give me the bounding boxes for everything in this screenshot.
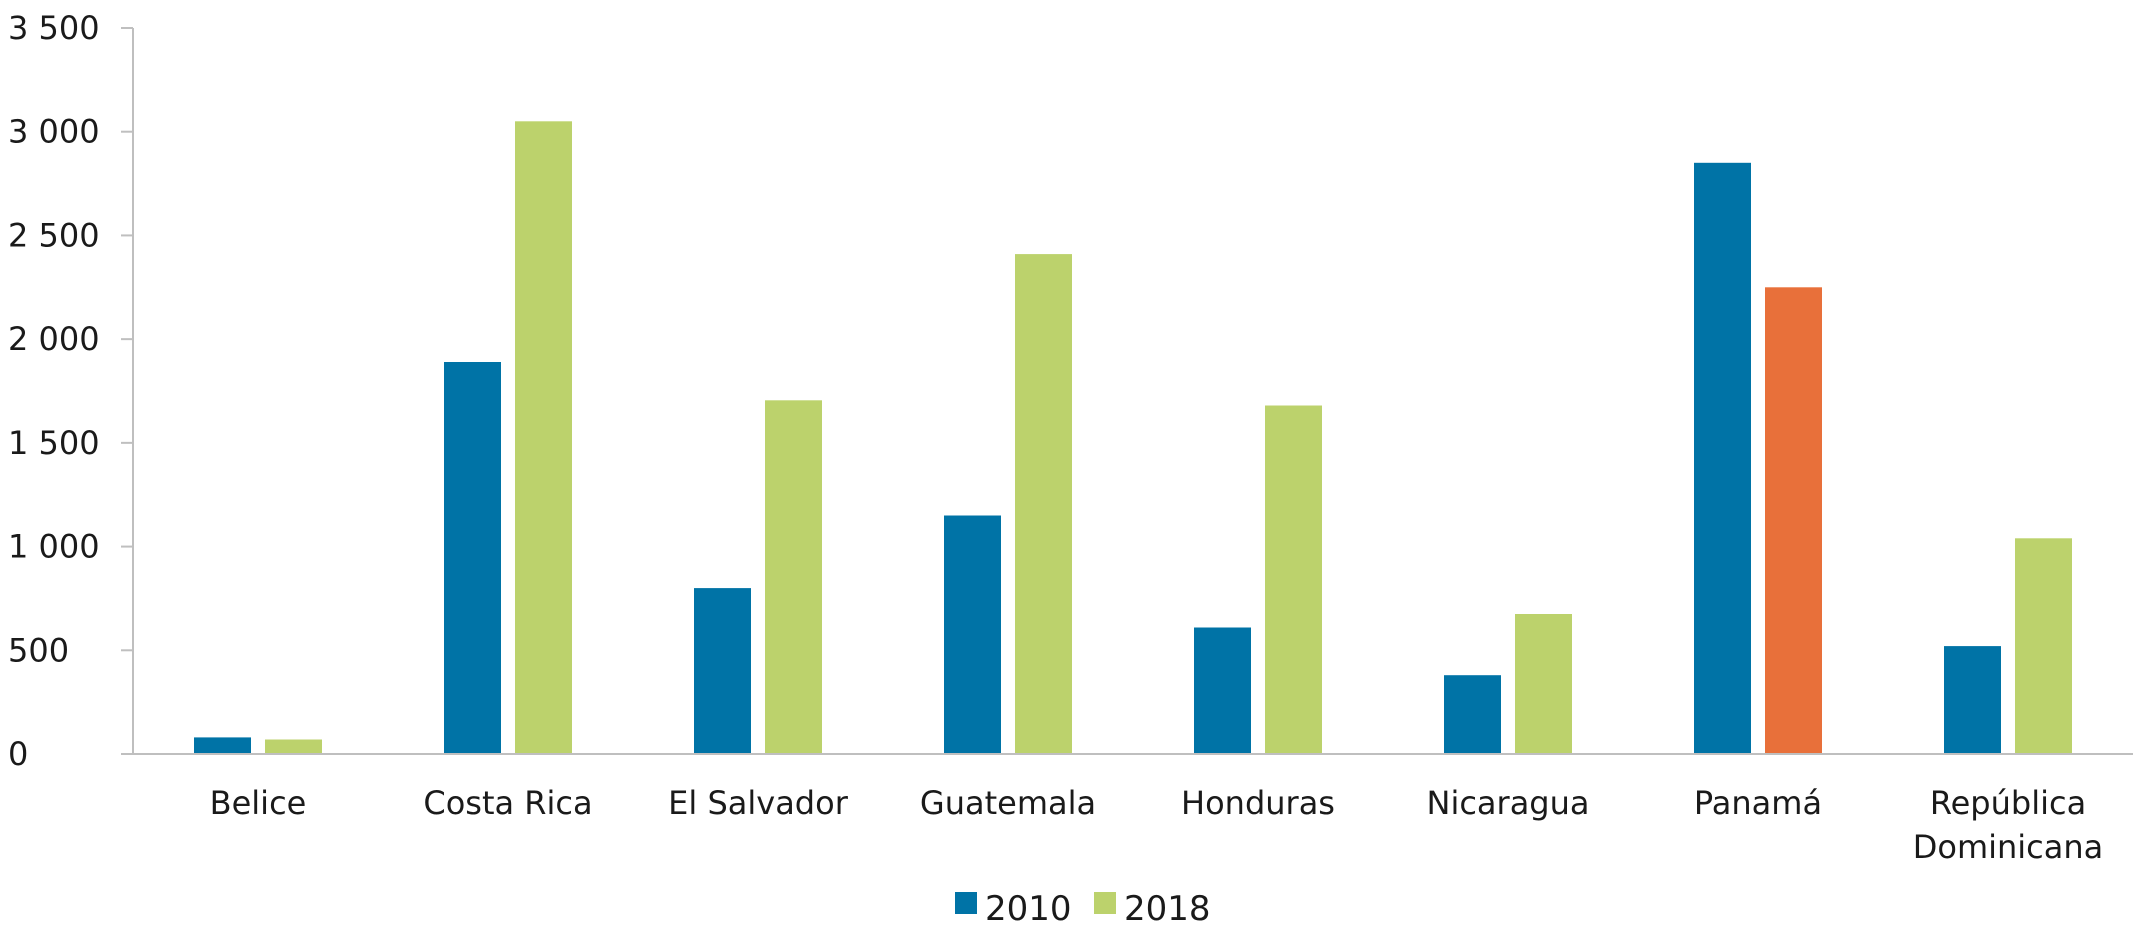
x-axis: Belice Costa Rica El Salvador Guatemala Hond… (133, 753, 2133, 866)
bar-2018-6 (1765, 287, 1822, 754)
bar-2018-0 (265, 739, 322, 754)
y-tick-label: 1 000 (8, 528, 100, 566)
bars (194, 121, 2072, 755)
y-tick-label: 3 000 (8, 113, 100, 151)
bar-2018-4 (1265, 405, 1322, 754)
bar-2010-0 (194, 737, 251, 754)
bar-2010-7 (1944, 646, 2001, 754)
y-tick-label: 2 500 (8, 216, 100, 254)
legend: 2010 2018 (955, 889, 1211, 929)
bar-2018-3 (1015, 254, 1072, 754)
bar-2018-5 (1515, 614, 1572, 754)
x-category-label: El Salvador (668, 784, 849, 822)
bar-2018-7 (2015, 538, 2072, 754)
legend-swatch-2010 (955, 892, 977, 914)
x-category-label: Costa Rica (423, 784, 592, 822)
bar-2010-6 (1694, 162, 1751, 755)
x-category-label: Guatemala (920, 784, 1096, 822)
y-tick-label: 3 500 (8, 9, 100, 47)
legend-label: 2018 (1124, 889, 1211, 929)
bar-2010-3 (944, 515, 1001, 754)
y-tick-label: 0 (8, 735, 28, 773)
y-tick-label: 2 000 (8, 320, 100, 358)
bar-2010-4 (1194, 627, 1251, 754)
legend-label: 2010 (985, 889, 1072, 929)
x-category-label: Panamá (1694, 784, 1822, 822)
x-category-label: Belice (210, 784, 307, 822)
x-category-label: Honduras (1181, 784, 1335, 822)
bar-2010-5 (1444, 675, 1501, 754)
bar-2010-2 (694, 588, 751, 754)
y-tick-label: 1 500 (8, 424, 100, 462)
bar-2018-2 (765, 400, 822, 754)
bar-2010-1 (444, 362, 501, 754)
x-category-label: Dominicana (1913, 828, 2104, 866)
x-category-label: Nicaragua (1427, 784, 1590, 822)
y-axis: 0 500 1 000 1 500 2 000 2 500 3 000 3 500 (8, 9, 134, 773)
legend-swatch-2018 (1094, 892, 1116, 914)
bar-2018-1 (515, 121, 572, 755)
y-tick-label: 500 (8, 631, 69, 669)
x-category-label: República (1930, 784, 2086, 822)
